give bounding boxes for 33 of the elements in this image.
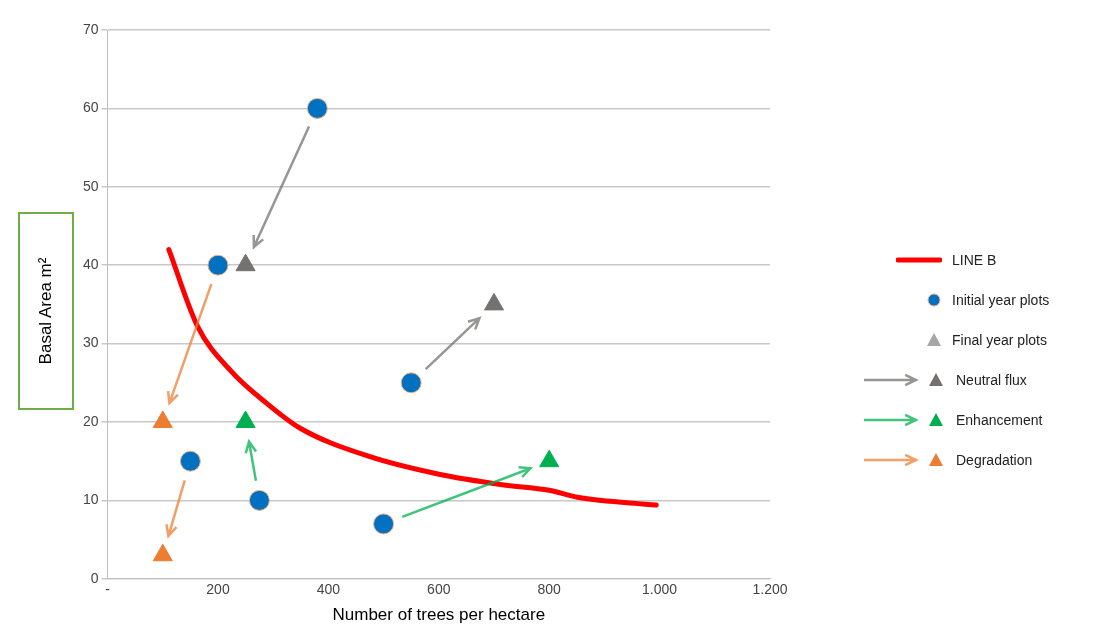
text: Final year plots <box>952 332 1047 348</box>
y-tick-label: 30 <box>82 334 99 351</box>
point <box>235 410 256 428</box>
x-tick-label: 200 <box>206 581 230 598</box>
y-tick-label: 10 <box>82 491 99 508</box>
point <box>248 489 270 511</box>
point <box>152 543 173 562</box>
legend-label: Degradation <box>956 452 1033 468</box>
x-axis-title: Number of trees per hectare <box>332 605 546 625</box>
x-tick-label: - <box>105 581 111 598</box>
x-tick-label: 1.200 <box>752 581 788 598</box>
point <box>152 410 173 428</box>
x-tick-label: 1.000 <box>642 581 678 598</box>
y-tick-label: 40 <box>82 256 99 273</box>
y-tick-label: 20 <box>82 412 99 429</box>
legend-label: Enhancement <box>956 412 1043 428</box>
point <box>483 292 505 311</box>
point <box>179 450 201 472</box>
y-tick-label: 70 <box>82 20 99 37</box>
x-tick-label: 600 <box>427 581 451 598</box>
point <box>235 253 256 272</box>
y-axis-title: Basal Area m² <box>36 257 56 365</box>
legend-label: Neutral flux <box>956 372 1027 388</box>
x-tick-label: 800 <box>537 581 562 598</box>
y-tick-label: 50 <box>82 177 99 194</box>
y-tick-label: 60 <box>82 99 99 116</box>
y-tick-label: 0 <box>90 569 99 586</box>
legend-label: Initial year plots <box>952 292 1050 308</box>
point <box>306 97 328 119</box>
x-tick-label: 400 <box>316 581 341 598</box>
point <box>207 254 229 276</box>
point <box>539 449 560 468</box>
legend-label: LINE B <box>952 252 997 268</box>
